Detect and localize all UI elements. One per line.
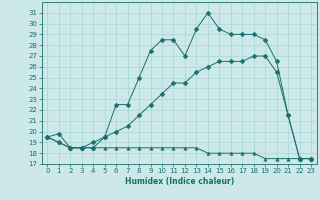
- X-axis label: Humidex (Indice chaleur): Humidex (Indice chaleur): [124, 177, 234, 186]
